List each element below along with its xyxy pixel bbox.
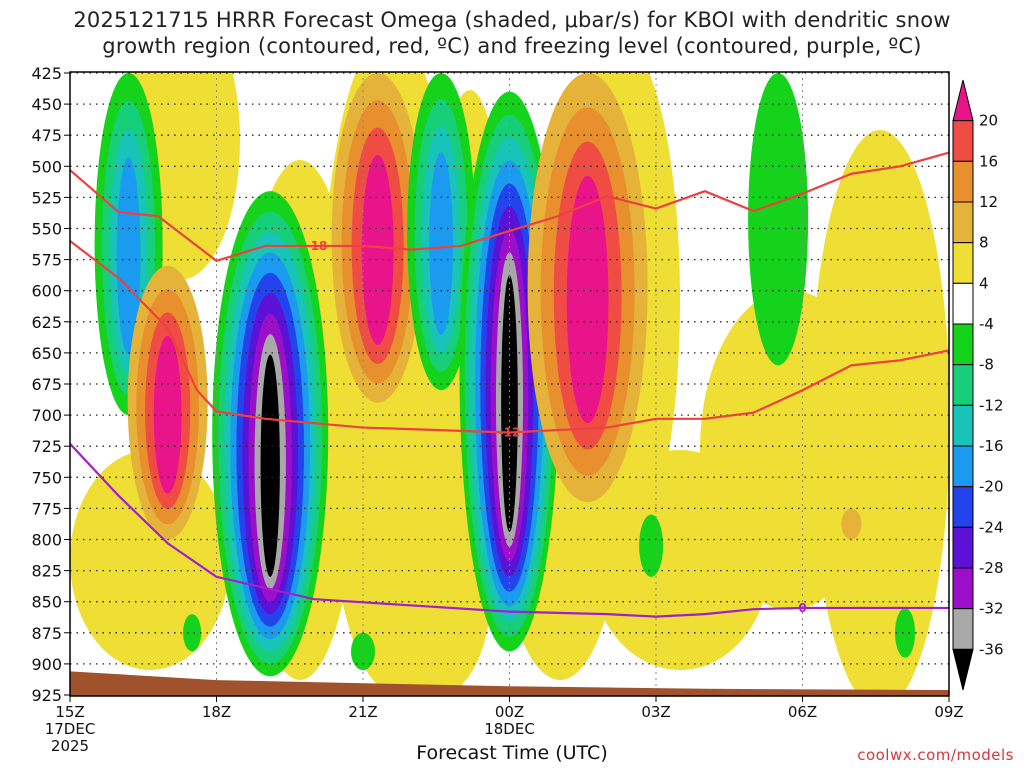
y-tick-label-450: 450 — [31, 95, 62, 114]
x-tick-label-09Z: 09Z — [934, 703, 963, 721]
y-tick-label-825: 825 — [31, 562, 62, 581]
colorbar-label--24: -24 — [979, 518, 1004, 536]
freezing-level-contour-label: 0 — [798, 601, 806, 615]
colorbar-box-5 — [952, 445, 974, 488]
x-tick-label-06Z: 06Z — [788, 703, 817, 721]
colorbar-box-8 — [952, 323, 974, 366]
colorbar-box-12 — [952, 160, 974, 203]
colorbar-box-1 — [952, 608, 974, 650]
colorbar-label-16: 16 — [979, 152, 998, 170]
colorbar-box-4 — [952, 486, 974, 528]
y-tick-label-900: 900 — [31, 655, 62, 674]
y-tick-label-875: 875 — [31, 624, 62, 643]
colorbar-label--28: -28 — [979, 559, 1004, 577]
omega-feature-10-level-0 — [351, 632, 375, 671]
omega-feature-0-level-3 — [116, 157, 141, 355]
omega-feature-11-level-0 — [895, 607, 916, 658]
omega-feature-9-level-0 — [183, 614, 202, 652]
omega-shading — [70, 72, 949, 696]
y-tick-label-500: 500 — [31, 157, 62, 176]
y-tick-label-800: 800 — [31, 531, 62, 550]
y-tick-label-625: 625 — [31, 313, 62, 332]
dgz-contour-upper-label: 18 — [311, 239, 328, 253]
colorbar: 20 16 12 8 4 -4 -8 -12 -16 -20 -24 -28 -32 -36 — [952, 79, 1004, 691]
colorbar-label-4: 4 — [979, 274, 989, 292]
y-tick-label-575: 575 — [31, 251, 62, 270]
y-tick-label-525: 525 — [31, 188, 62, 207]
x-tick-label-21Z: 21Z — [348, 703, 377, 721]
x-tick-label-00Z: 00Z — [495, 703, 524, 721]
colorbar-label-20: 20 — [979, 112, 998, 130]
colorbar-label--16: -16 — [979, 437, 1004, 455]
colorbar-box-9 — [952, 282, 974, 325]
y-tick-label-475: 475 — [31, 126, 62, 145]
colorbar-label--36: -36 — [979, 640, 1004, 658]
omega-feature-2-level-8 — [260, 354, 280, 577]
colorbar-label--20: -20 — [979, 478, 1004, 496]
omega-feature-7-level-0 — [748, 73, 809, 366]
colorbar-box-7 — [952, 364, 974, 406]
colorbar-box-2 — [952, 567, 974, 610]
x-tick-label-18Z: 18Z — [202, 703, 231, 721]
contours: 18 -12 0 — [70, 151, 949, 618]
colorbar-cap-bottom — [952, 648, 974, 691]
y-tick-label-425: 425 — [31, 64, 62, 83]
terrain-fill — [70, 671, 949, 696]
y-tick-label-775: 775 — [31, 499, 62, 518]
colorbar-label-12: 12 — [979, 193, 998, 211]
colorbar-label--4: -4 — [979, 315, 994, 333]
y-tick-label-650: 650 — [31, 344, 62, 363]
omega-feature-12-level-0 — [841, 508, 862, 540]
x-axis-label: Forecast Time (UTC) — [416, 742, 608, 764]
x-tick-sublabel-15Z-1: 2025 — [51, 737, 89, 755]
y-tick-label-550: 550 — [31, 220, 62, 239]
omega-feature-6-level-3 — [566, 175, 609, 424]
dgz-contour-lower-label: -12 — [499, 426, 521, 440]
freezing-level-contour — [70, 442, 949, 618]
colorbar-box-6 — [952, 404, 974, 447]
colorbar-box-3 — [952, 526, 974, 569]
axes: 425 450 475 500 525 550 575 600 625 650 675 700 725 7… — [31, 64, 963, 755]
colorbar-label-8: 8 — [979, 234, 989, 252]
x-tick-sublabel-15Z-0: 17DEC — [45, 720, 96, 738]
dgz-contour-upper — [70, 151, 949, 262]
chart-title-line1: 2025121715 HRRR Forecast Omega (shaded, … — [73, 8, 951, 32]
colorbar-box-11 — [952, 201, 974, 244]
y-tick-label-750: 750 — [31, 468, 62, 487]
x-tick-label-15Z: 15Z — [55, 703, 84, 721]
chart-title-line2: growth region (contoured, red, ºC) and f… — [102, 34, 922, 58]
omega-feature-4-level-3 — [429, 152, 453, 335]
y-tick-label-850: 850 — [31, 593, 62, 612]
y-tick-label-675: 675 — [31, 375, 62, 394]
omega-feature-3-level-3 — [361, 154, 394, 345]
omega-feature-8-level-0 — [639, 514, 664, 577]
y-tick-label-725: 725 — [31, 437, 62, 456]
colorbar-box-13 — [952, 120, 974, 162]
credit-link[interactable]: coolwx.com/models — [857, 746, 1014, 764]
grid — [70, 72, 949, 696]
y-tick-label-600: 600 — [31, 282, 62, 301]
colorbar-label--32: -32 — [979, 600, 1004, 618]
terrain — [70, 671, 949, 696]
x-tick-sublabel-00Z-0: 18DEC — [484, 720, 535, 738]
colorbar-label--8: -8 — [979, 356, 994, 374]
y-tick-label-925: 925 — [31, 686, 62, 705]
dgz-contour-lower — [70, 240, 949, 434]
omega-weak-descent-9 — [700, 290, 880, 610]
colorbar-cap-top — [952, 79, 974, 122]
x-tick-label-03Z: 03Z — [641, 703, 670, 721]
colorbar-label--12: -12 — [979, 396, 1004, 414]
colorbar-box-10 — [952, 242, 974, 284]
y-tick-label-700: 700 — [31, 406, 62, 425]
